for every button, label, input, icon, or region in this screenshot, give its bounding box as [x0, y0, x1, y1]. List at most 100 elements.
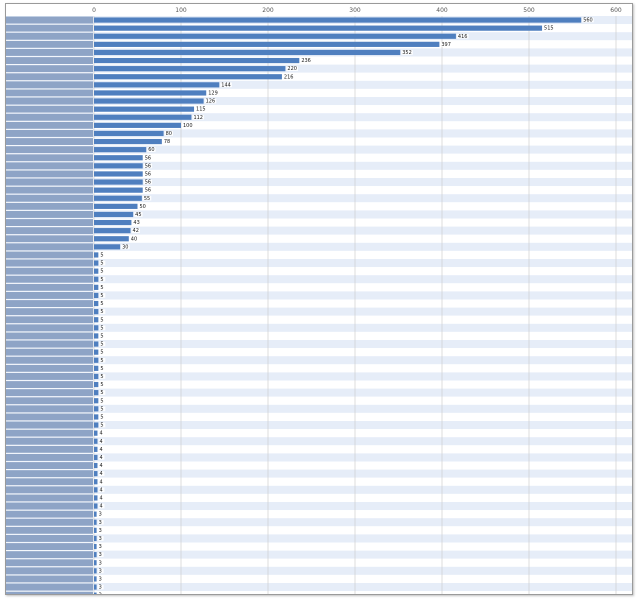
row-stripe [6, 502, 632, 511]
row-stripe [6, 348, 632, 357]
bar [94, 66, 286, 72]
bar [94, 462, 98, 469]
bar-label-bg [99, 390, 106, 395]
bar-value-label: 4 [99, 504, 102, 510]
bar-value-label: 56 [145, 171, 151, 177]
bar-value-label: 60 [148, 147, 154, 153]
bar-value-label: 129 [208, 90, 218, 96]
row-stripe [6, 453, 632, 462]
row-label-panel [6, 105, 93, 113]
row-label-panel [6, 429, 93, 437]
row-label-panel [6, 57, 93, 64]
row-stripe [6, 161, 632, 170]
row-label-panel [6, 413, 93, 421]
row-label-panel [6, 583, 93, 591]
row-label-panel [6, 381, 93, 388]
row-stripe [6, 137, 632, 146]
bar-label-bg [138, 204, 147, 209]
bar [94, 325, 99, 331]
bar-value-label: 216 [284, 74, 294, 80]
row-stripe [6, 169, 632, 178]
bar-label-bg [99, 317, 106, 323]
row-stripe [6, 388, 632, 397]
x-tick-label: 400 [436, 7, 448, 14]
bar [94, 203, 138, 209]
bar-label-bg [204, 98, 217, 104]
bar-label-bg [195, 106, 207, 112]
bar [94, 568, 97, 574]
row-label-panel [6, 202, 93, 210]
bar [94, 195, 142, 201]
bar-label-bg [142, 195, 152, 201]
row-label-panel [6, 24, 93, 32]
row-stripe [6, 493, 632, 502]
bar-label-bg [143, 171, 153, 177]
bar [94, 365, 99, 371]
row-label-panel [6, 154, 93, 162]
bar [94, 511, 97, 517]
bar-label-bg [97, 536, 104, 541]
bar [94, 244, 121, 250]
bar [94, 122, 181, 128]
bar [94, 130, 164, 137]
row-label-panel [6, 551, 93, 559]
bar [94, 82, 220, 88]
bar-label-bg [143, 187, 153, 193]
row-stripe [6, 437, 632, 446]
row-label-panel [6, 146, 93, 154]
bar-label-bg [97, 544, 104, 549]
bar-value-label: 4 [99, 455, 102, 461]
bar-label-bg [97, 592, 104, 594]
bar-value-label: 560 [583, 18, 593, 24]
bar [94, 179, 143, 185]
bar [94, 552, 97, 558]
bar-value-label: 5 [100, 269, 103, 275]
row-label-panel [6, 502, 93, 510]
row-stripe [6, 194, 632, 203]
bar [94, 25, 543, 31]
bar [94, 584, 97, 590]
bar [94, 211, 134, 218]
bar-label-bg [99, 374, 106, 379]
bar-value-label: 112 [193, 115, 203, 121]
row-label-panel [6, 300, 93, 307]
row-stripe [6, 113, 632, 122]
bar-label-bg [143, 179, 153, 185]
row-stripe [6, 72, 632, 81]
row-stripe [6, 129, 632, 138]
bar-label-bg [121, 244, 130, 250]
bar-label-bg [99, 382, 106, 387]
bar-label-bg [401, 50, 413, 55]
bar-value-label: 55 [144, 196, 150, 202]
row-stripe [6, 526, 632, 535]
bar [94, 49, 401, 56]
bar-value-label: 3 [99, 576, 102, 582]
bar-value-label: 30 [122, 244, 128, 250]
bar [94, 74, 282, 80]
bar [94, 560, 97, 566]
x-tick-label: 500 [523, 7, 535, 14]
bar-value-label: 4 [99, 487, 102, 493]
row-stripe [6, 121, 632, 130]
row-label-panel [6, 518, 93, 526]
bar-label-bg [98, 455, 105, 460]
row-stripe [6, 445, 632, 454]
bar-value-label: 56 [145, 188, 151, 194]
row-label-panel [6, 138, 93, 145]
row-label-panel [6, 235, 93, 243]
bar-label-bg [99, 268, 106, 274]
bar-label-bg [97, 560, 104, 566]
row-stripe [6, 234, 632, 243]
row-label-panel [6, 478, 93, 486]
bar [94, 390, 99, 396]
bar-value-label: 5 [100, 406, 103, 412]
row-label-panel [6, 486, 93, 494]
row-label-panel [6, 445, 93, 453]
row-stripe [6, 429, 632, 438]
bar-value-label: 115 [196, 107, 206, 113]
bar-value-label: 515 [544, 26, 554, 32]
row-label-panel [6, 81, 93, 89]
bar [94, 33, 456, 39]
bar [94, 519, 97, 525]
bar [94, 398, 99, 404]
